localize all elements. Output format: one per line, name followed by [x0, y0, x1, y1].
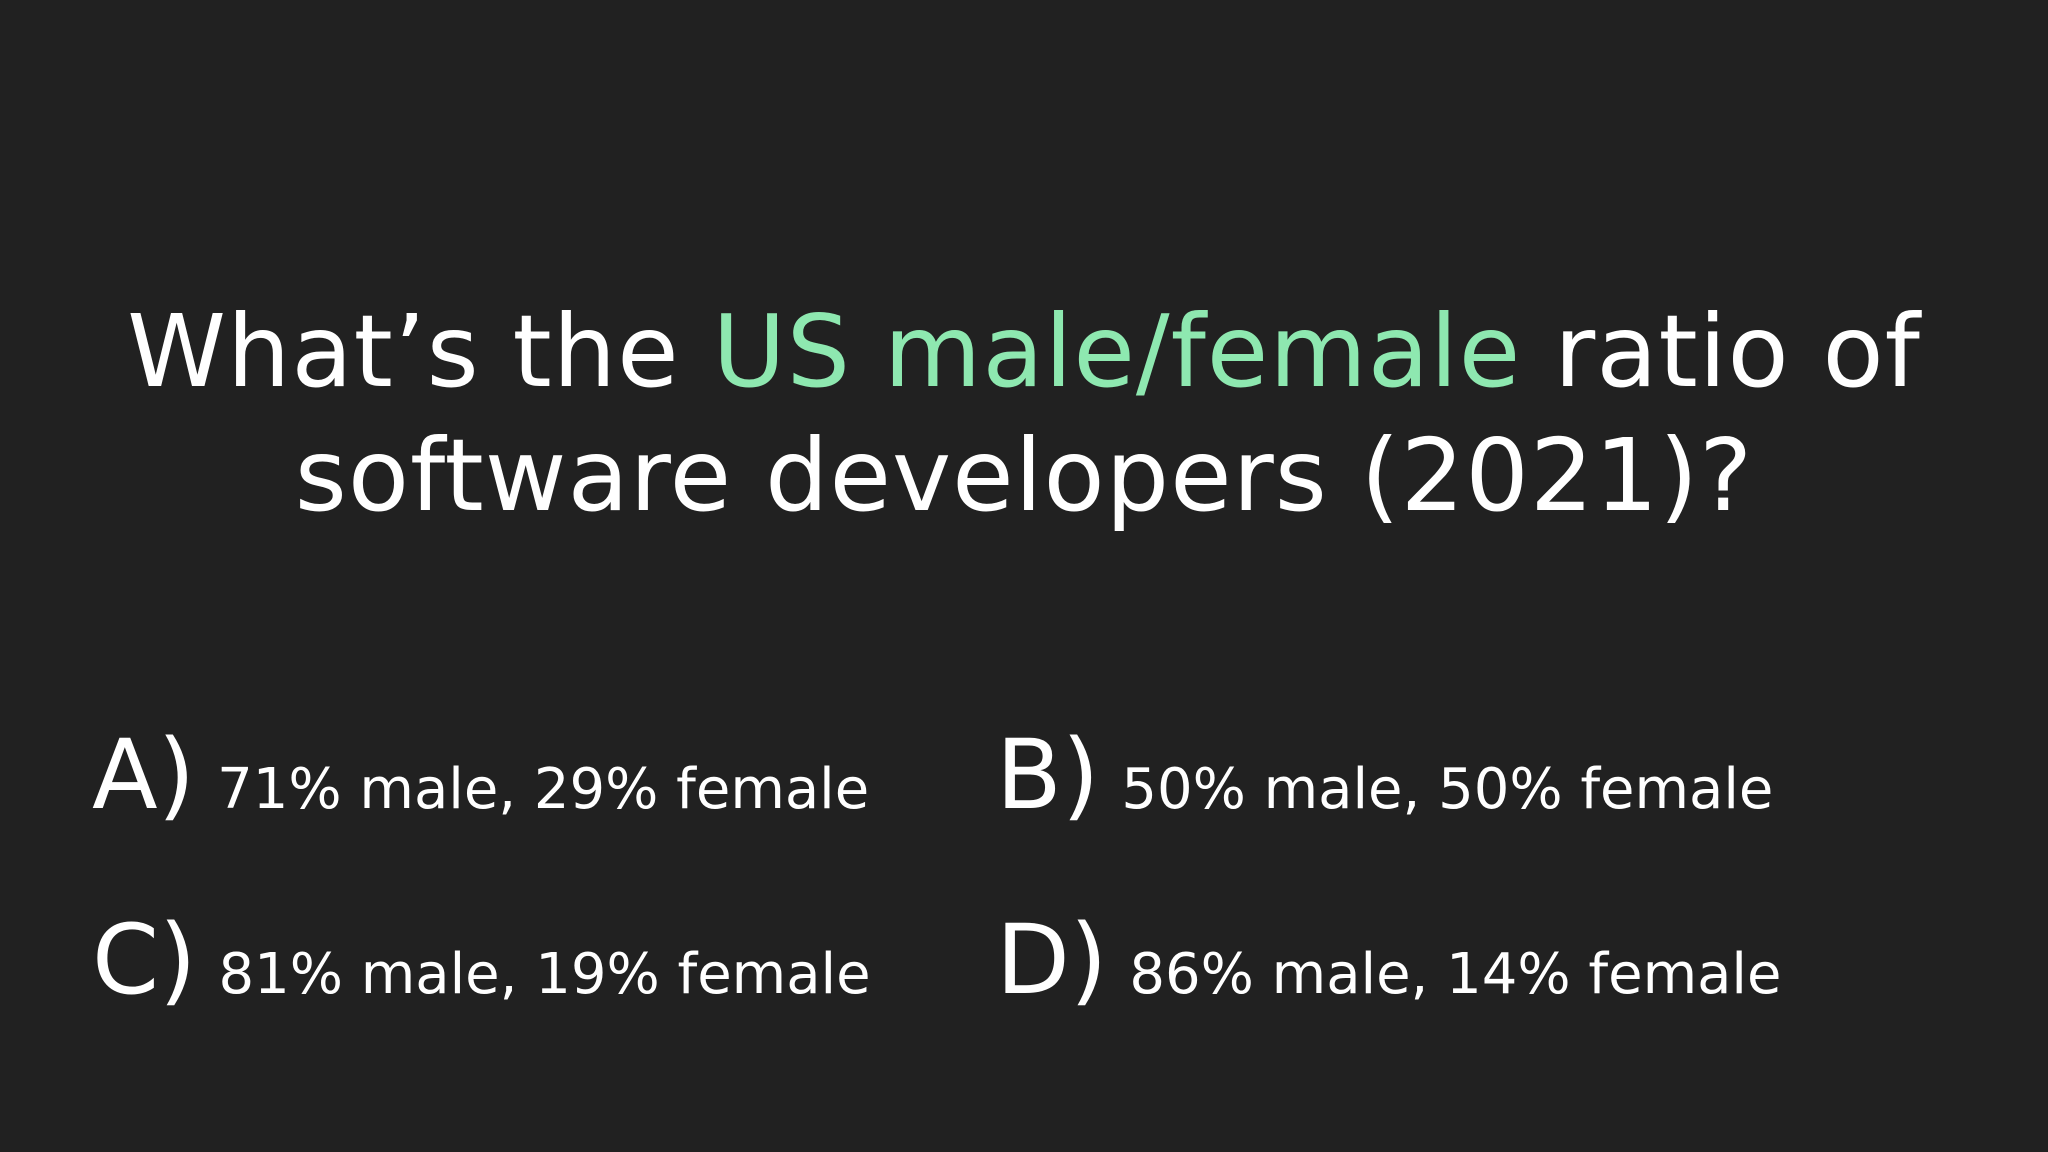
question-line-2: software developers (2021)?	[294, 417, 1754, 534]
option-text: 81% male, 19% female	[218, 942, 871, 1007]
option-text: 71% male, 29% female	[217, 757, 870, 822]
answer-option-c[interactable]: C) 81% male, 19% female	[92, 905, 871, 1030]
option-letter: D)	[996, 904, 1108, 1016]
question-highlight: US male/female	[712, 293, 1522, 410]
answer-option-a[interactable]: A) 71% male, 29% female	[92, 720, 869, 845]
option-text: 50% male, 50% female	[1121, 757, 1774, 822]
option-text: 86% male, 14% female	[1129, 942, 1782, 1007]
question-text-start: What’s the	[127, 293, 713, 410]
option-letter: C)	[92, 904, 197, 1016]
option-letter: A)	[92, 719, 196, 831]
option-letter: B)	[996, 719, 1100, 831]
answer-option-d[interactable]: D) 86% male, 14% female	[996, 905, 1781, 1030]
question-heading: What’s the US male/female ratio of softw…	[0, 290, 2048, 538]
question-text-end: ratio of	[1521, 293, 1921, 410]
answer-option-b[interactable]: B) 50% male, 50% female	[996, 720, 1773, 845]
